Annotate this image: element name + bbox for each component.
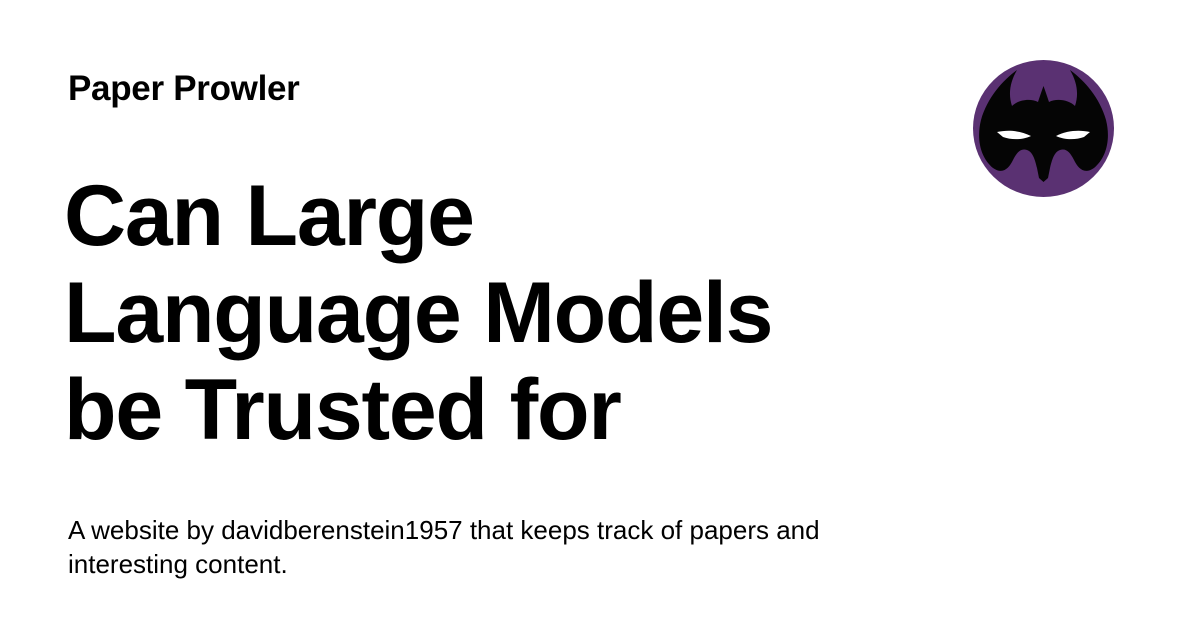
site-description-line: A website by davidberenstein1957 that ke…	[68, 515, 820, 545]
page-title-line: Language Models	[64, 265, 774, 361]
site-name: Paper Prowler	[68, 69, 300, 108]
page-title-line: Can Large	[64, 168, 475, 264]
logo-right-eye	[1056, 130, 1090, 140]
site-description-line: interesting content.	[68, 549, 288, 579]
logo-mask	[979, 70, 1108, 182]
site-logo	[973, 60, 1114, 197]
page-title-line: be Trusted for	[64, 362, 622, 458]
site-description: A website by davidberenstein1957 that ke…	[68, 513, 928, 581]
logo-left-eye	[997, 130, 1031, 140]
page-title: Can Large Language Models be Trusted for	[64, 168, 884, 459]
masked-face-icon	[973, 60, 1114, 197]
